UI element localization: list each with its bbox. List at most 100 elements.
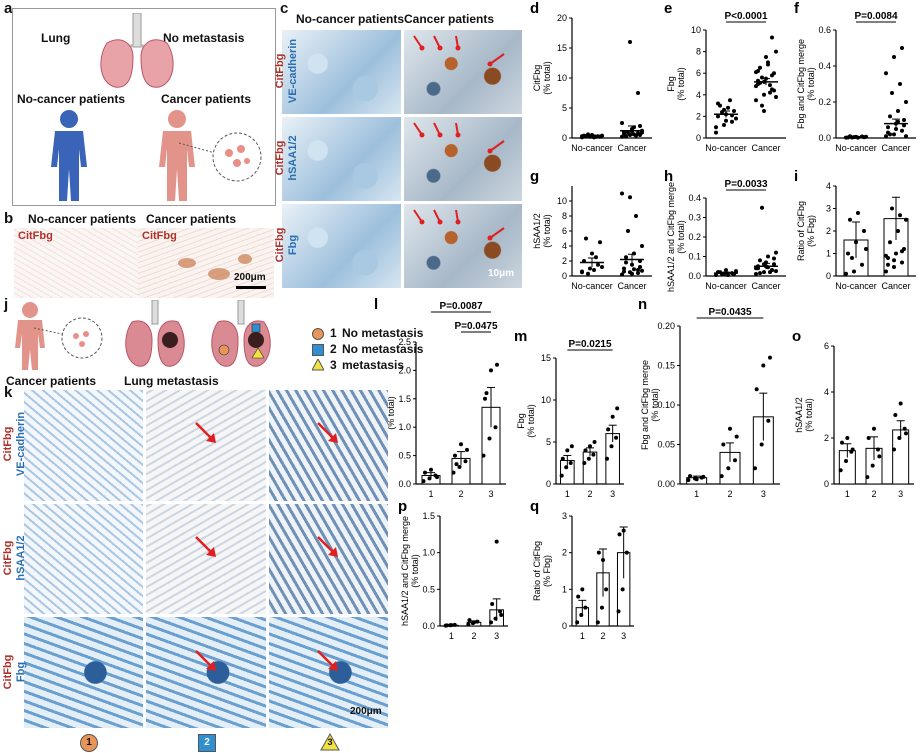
chart-i-point (860, 262, 864, 267)
chart-d-point (640, 130, 644, 135)
chart-g-point (620, 191, 624, 196)
chart-d-category: No-cancer (571, 143, 613, 153)
chart-e-pvalue: P<0.0001 (724, 11, 768, 22)
chart-o-point (838, 468, 843, 473)
chart-h-point (734, 269, 738, 274)
no-cancer-patients-label: No-cancer patients (17, 92, 126, 106)
chart-p-category: 3 (494, 631, 499, 641)
chart-q-point (601, 558, 605, 562)
chart-o-point (844, 459, 848, 463)
chart-q-point (583, 605, 588, 610)
chart-l-point (493, 425, 498, 430)
chart-l-point (427, 476, 432, 481)
chart-p-point (493, 616, 498, 621)
chart-l-point (484, 391, 489, 396)
chart-q-ytick-label: 0 (562, 621, 567, 631)
panel-k-marker-1: 1 (80, 734, 98, 752)
healthy-person-icon (51, 110, 87, 201)
chart-p-point (444, 623, 449, 628)
chart-i-point (900, 260, 904, 265)
chart-q-point (621, 528, 626, 533)
chart-n-point (694, 477, 699, 482)
chart-f-point (890, 91, 894, 95)
chart-h-point (766, 254, 770, 259)
panel-k-tile-r1-c2 (146, 390, 266, 501)
chart-e-point (760, 75, 764, 80)
chart-p-point (452, 622, 457, 627)
panel-k-tile-r1-c1 (24, 390, 144, 501)
chart-o-point (892, 447, 896, 452)
chart-l-point (454, 462, 459, 467)
chart-e-letter: e (664, 0, 672, 17)
chart-g-point (626, 229, 630, 233)
chart-f-point (902, 118, 906, 122)
chart-n-point (721, 442, 726, 447)
chart-l-category: 1 (428, 489, 433, 499)
chart-n-ylabel: Fbg and CitFbg merge(% total) (640, 360, 660, 450)
chart-h-point (758, 271, 762, 276)
panel-k-arrow-icon (317, 536, 339, 557)
chart-m-point (560, 456, 565, 461)
chart-i-ytick-label: 4 (826, 181, 831, 191)
chart-h-point (766, 265, 770, 270)
chart-m-category: 1 (565, 489, 570, 499)
chart-q-ylabel-line: Ratio of CitFbg (532, 541, 542, 601)
panel-b-scale: 200μm (234, 272, 266, 283)
chart-l-point (421, 479, 426, 484)
chart-q-ytick-label: 1 (562, 584, 567, 594)
chart-o-point (876, 447, 880, 452)
chart-d-point (628, 40, 632, 44)
chart-i-point (862, 229, 866, 233)
chart-o-point (840, 440, 844, 445)
chart-i-point (892, 258, 896, 263)
chart-e-point (724, 118, 728, 123)
chart-i-point (852, 269, 856, 274)
chart-m-point (569, 444, 574, 449)
chart-e-point (732, 109, 736, 113)
panel-k-tile-r1-c3 (268, 390, 388, 501)
chart-l-point (451, 470, 456, 475)
chart-d-point (636, 91, 640, 95)
chart-q-point (595, 620, 600, 625)
chart-n-ytick-label: 0.10 (657, 400, 675, 410)
chart-e-point (724, 112, 728, 117)
chart-m-point (614, 435, 619, 440)
chart-g-letter: g (530, 168, 539, 185)
chart-q-point (624, 550, 629, 555)
chart-f-category: No-cancer (835, 143, 877, 153)
panel-k-tile-r3-c3 (268, 617, 388, 728)
chart-i-point (898, 213, 902, 218)
chart-e-point (730, 119, 734, 124)
chart-e-point (764, 55, 768, 59)
chart-h-letter: h (664, 168, 673, 185)
chart-f-point (864, 134, 868, 139)
panel-c-tile-r1-c2 (403, 30, 522, 114)
chart-d: d 0 5 10 15 20 CitFbg(% total) No-cancer Cancer (530, 0, 652, 153)
chart-o-category: 2 (871, 489, 876, 499)
chart-d-ylabel-line: (% total) (542, 61, 552, 95)
panel-k-tile-r2-c1 (24, 503, 144, 615)
chart-g-ytick-label: 8 (562, 211, 567, 221)
panel-c-tile-r2-c1 (282, 117, 401, 201)
panel-k-tile-r2-c3 (268, 503, 388, 615)
panel-k-marker-3: 3 (327, 737, 333, 747)
chart-i-ytick-label: 1 (826, 249, 831, 259)
chart-g-point (622, 266, 626, 271)
chart-f-point (892, 55, 896, 59)
chart-h-ytick-label: 0.3 (688, 213, 701, 223)
chart-e-point (758, 65, 762, 70)
chart-n-point (768, 355, 772, 360)
chart-h-point (720, 272, 724, 277)
chart-g-point (624, 255, 628, 260)
chart-m-point (564, 465, 569, 470)
panel-c-row-3-label: CitFbg Fbg (274, 210, 300, 280)
chart-o-letter: o (792, 328, 801, 345)
chart-e-ytick-label: 0 (696, 133, 701, 143)
chart-q-letter: q (530, 498, 539, 515)
chart-g: g 0 2 4 6 8 10 hSAA1/2(% total) No-cancer Cancer (530, 168, 652, 291)
chart-q-ylabel-line: (% Fbg) (542, 555, 552, 587)
chart-d-category: Cancer (617, 143, 646, 153)
chart-h-ytick-label: 0.4 (688, 193, 701, 203)
